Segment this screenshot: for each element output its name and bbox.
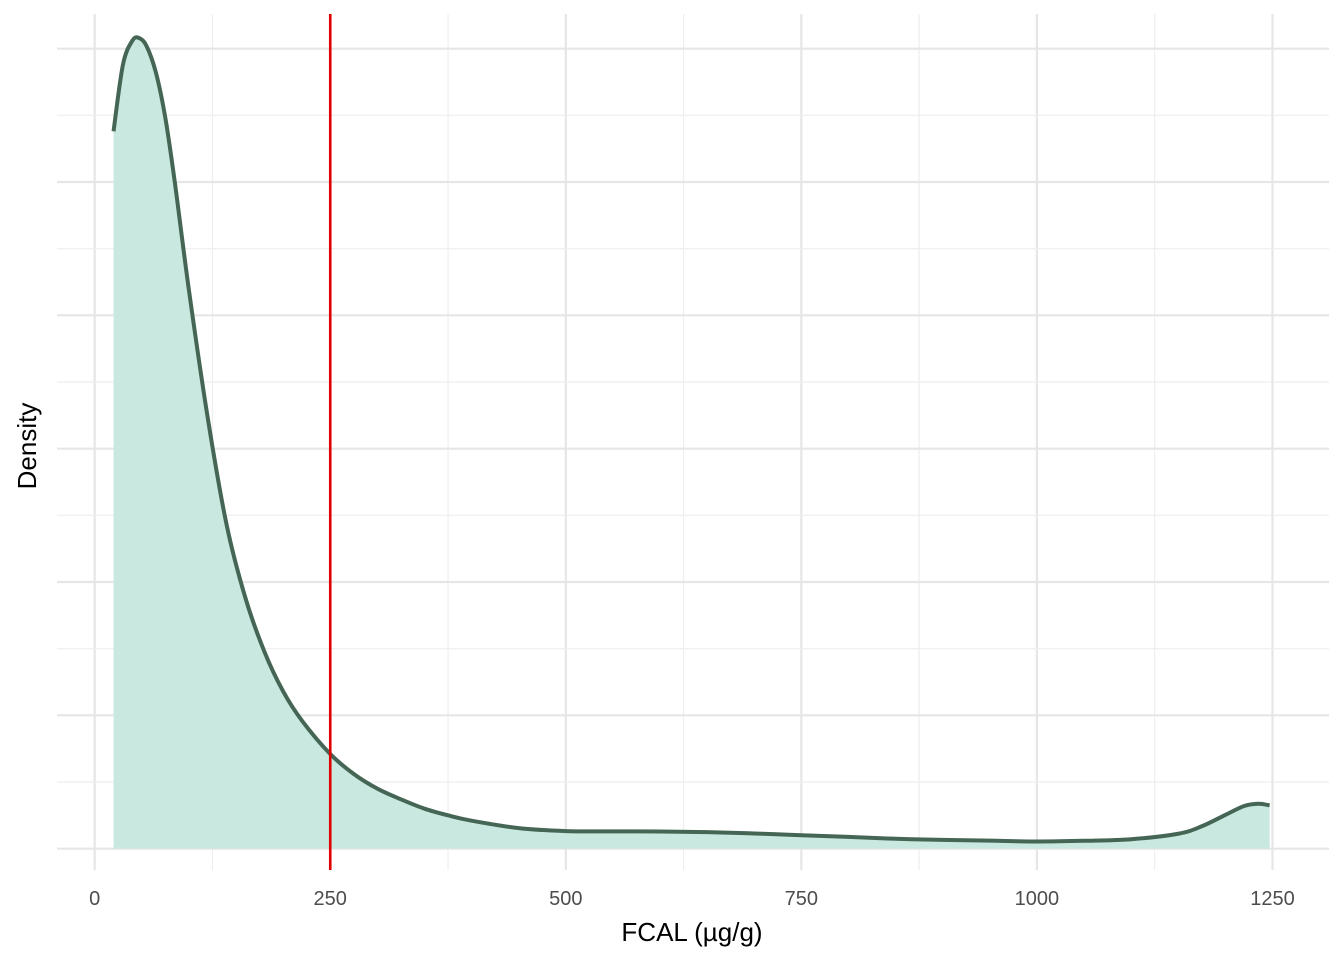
x-tick-label: 1250 xyxy=(1250,888,1295,910)
x-tick-label: 750 xyxy=(785,888,818,910)
x-tick-label: 1000 xyxy=(1015,888,1060,910)
density-curve xyxy=(111,35,1270,844)
x-axis-title: FCAL (µg/g) xyxy=(621,917,762,947)
data-layer xyxy=(111,35,1270,849)
density-area-fill xyxy=(113,37,1270,849)
y-axis-title: Density xyxy=(12,403,42,490)
x-tick-label: 500 xyxy=(549,888,582,910)
x-tick-label: 250 xyxy=(314,888,347,910)
x-tick-labels: 0 250 500 750 1000 1250 xyxy=(89,888,1295,910)
x-tick-label: 0 xyxy=(89,888,100,910)
